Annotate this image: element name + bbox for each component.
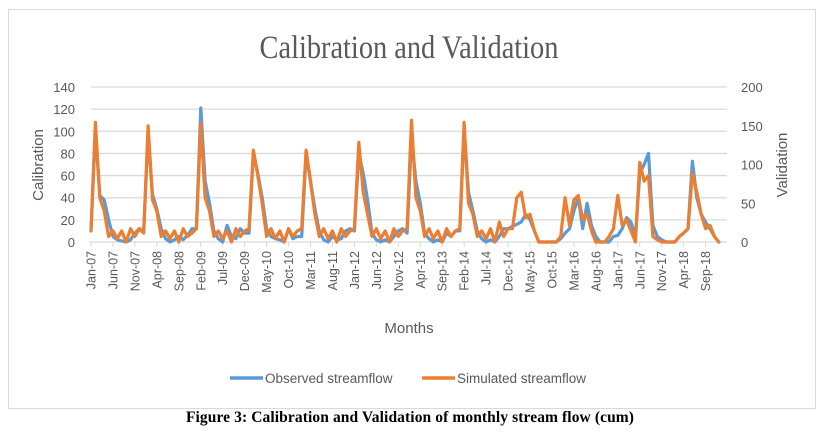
x-tick-label: Jan-17 [611,251,625,289]
figure-caption: Figure 3: Calibration and Validation of … [185,409,635,426]
y-tick-label: 20 [61,213,75,228]
y-axis-ticks: 0 20 40 60 80 100 120 140 [53,80,75,250]
y-tick-label: 100 [53,124,75,139]
x-tick-label: Feb-14 [458,251,472,291]
y2-axis-ticks: 0 50 100 150 200 [741,80,763,250]
y-tick-label: 0 [68,235,75,250]
x-tick-label: Sep-13 [436,251,450,291]
legend-label-observed: Observed streamflow [265,371,393,386]
x-tick-label: Oct-10 [282,251,296,289]
legend: Observed streamflow Simulated streamflow [230,371,586,386]
x-tick-label: Feb-09 [194,251,208,291]
y2-axis-label: Validation [774,133,791,198]
x-tick-label: Apr-08 [150,251,164,289]
x-tick-label: Sep-08 [172,251,186,291]
y-tick-label: 140 [53,80,75,95]
x-tick-label: Sep-18 [699,251,713,291]
x-tick-label: Jun-17 [633,251,647,289]
y2-tick-label: 50 [741,196,755,211]
x-tick-label: Jun-07 [106,251,120,289]
x-tick-label: Jan-07 [85,251,99,289]
x-tick-label: Jun-12 [370,251,384,289]
chart-title: Calibration and Validation [260,29,559,65]
chart-frame [8,9,816,409]
y-axis-label: Calibration [30,129,47,201]
series-lines [89,106,721,244]
x-tick-label: Aug-16 [589,251,603,291]
x-tick-label: Dec-09 [238,251,252,291]
series-simulated-line [89,118,721,244]
y2-tick-label: 100 [741,158,763,173]
x-tick-label: Dec-14 [502,251,516,291]
y-tick-label: 80 [61,146,75,161]
legend-label-simulated: Simulated streamflow [457,371,586,386]
x-tick-label: Apr-13 [414,251,428,289]
x-axis-label: Months [384,320,433,337]
x-tick-label: Mar-16 [567,251,581,291]
x-tick-label: Nov-12 [392,251,406,291]
y2-tick-label: 150 [741,119,763,134]
y-tick-label: 60 [61,169,75,184]
x-tick-label: Nov-07 [128,251,142,291]
x-tick-label: Mar-11 [304,251,318,290]
x-tick-label: Jul-14 [480,251,494,285]
y-tick-label: 40 [61,191,75,206]
x-tick-label: Apr-18 [677,251,691,289]
x-tick-label: Jan-12 [348,251,362,289]
x-tick-label: Oct-15 [545,251,559,289]
x-tick-label: May-15 [524,251,538,293]
x-axis-ticks: Jan-07 Jun-07 Nov-07 Apr-08 Sep-08 Feb-09 Jul-… [85,242,713,293]
x-tick-label: Aug-11 [326,251,340,290]
x-tick-label: Jul-09 [216,251,230,285]
y2-tick-label: 200 [741,80,763,95]
y-tick-label: 120 [53,102,75,117]
y2-tick-label: 0 [741,235,748,250]
x-tick-label: May-10 [260,251,274,293]
x-tick-label: Nov-17 [655,251,669,291]
